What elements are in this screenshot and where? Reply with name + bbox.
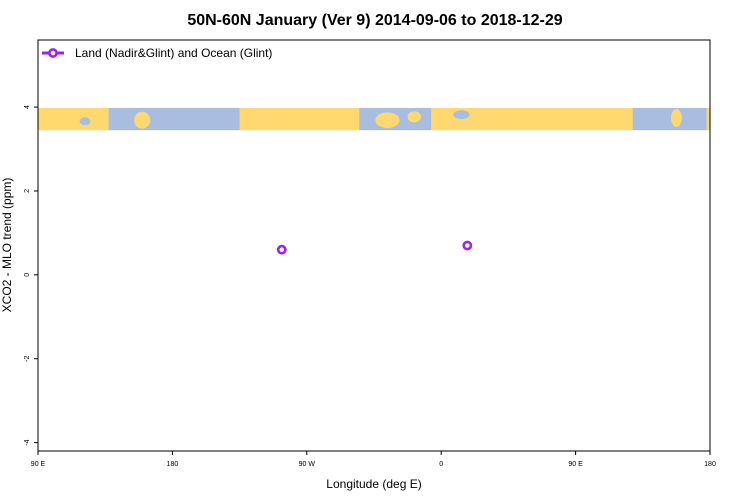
y-tick-label: -4 bbox=[24, 439, 31, 445]
chart-title: 50N-60N January (Ver 9) 2014-09-06 to 20… bbox=[187, 12, 562, 29]
x-axis: 90 E 180 90 W 0 90 E 180 bbox=[31, 451, 716, 468]
x-tick-label: 180 bbox=[704, 461, 716, 468]
y-tick-label: 2 bbox=[24, 189, 31, 193]
map-island bbox=[249, 116, 277, 131]
y-tick-label: 0 bbox=[24, 273, 31, 277]
map-water bbox=[79, 117, 91, 126]
x-tick-label: 180 bbox=[167, 461, 179, 468]
legend-label: Land (Nadir&Glint) and Ocean (Glint) bbox=[75, 46, 272, 60]
plot-frame bbox=[37, 39, 711, 452]
map-ocean bbox=[632, 107, 707, 131]
map-water bbox=[453, 110, 470, 120]
x-tick-label: 90 E bbox=[568, 461, 583, 468]
legend: Land (Nadir&Glint) and Ocean (Glint) bbox=[42, 46, 272, 60]
map-island bbox=[375, 112, 400, 128]
data-point bbox=[462, 240, 473, 251]
x-tick-label: 90 E bbox=[31, 461, 46, 468]
y-axis: 4 2 0 -2 -4 bbox=[24, 105, 38, 446]
y-axis-label: XCO2 - MLO trend (ppm) bbox=[0, 178, 14, 313]
map-island bbox=[671, 109, 682, 127]
map-island bbox=[134, 111, 151, 129]
x-tick-label: 90 W bbox=[299, 461, 316, 468]
x-tick-label: 0 bbox=[439, 461, 443, 468]
legend-marker bbox=[48, 48, 58, 58]
y-tick-label: 4 bbox=[24, 105, 31, 109]
world-map-band bbox=[38, 107, 710, 131]
data-points bbox=[276, 240, 473, 255]
map-island bbox=[407, 111, 422, 123]
map-ocean bbox=[108, 107, 240, 131]
x-axis-label: Longitude (deg E) bbox=[326, 477, 421, 491]
data-point bbox=[276, 244, 287, 255]
y-tick-label: -2 bbox=[24, 356, 31, 362]
